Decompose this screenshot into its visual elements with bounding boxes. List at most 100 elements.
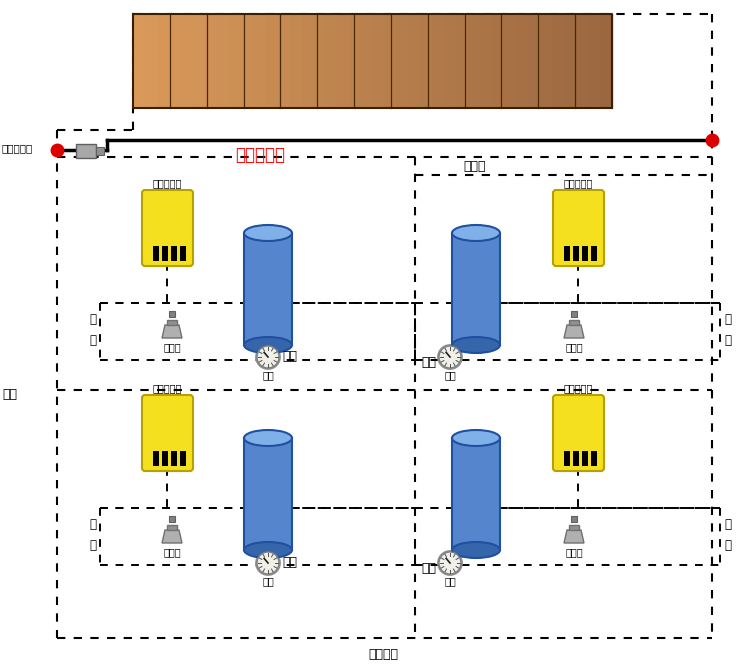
Bar bbox=[564, 246, 570, 261]
Bar bbox=[582, 246, 588, 261]
Polygon shape bbox=[205, 14, 217, 108]
Polygon shape bbox=[420, 14, 432, 108]
Polygon shape bbox=[516, 14, 528, 108]
Text: 用
户: 用 户 bbox=[89, 518, 96, 552]
Circle shape bbox=[256, 551, 280, 575]
Bar bbox=[180, 246, 186, 261]
Text: 回水泵: 回水泵 bbox=[565, 342, 583, 352]
Text: 燃気热水器: 燃気热水器 bbox=[152, 383, 182, 393]
Bar bbox=[452, 233, 500, 345]
Polygon shape bbox=[457, 14, 469, 108]
Circle shape bbox=[257, 552, 279, 574]
Bar bbox=[244, 438, 292, 550]
Polygon shape bbox=[408, 14, 420, 108]
Bar bbox=[167, 320, 177, 325]
Bar bbox=[162, 246, 168, 261]
Circle shape bbox=[256, 345, 280, 369]
Bar bbox=[171, 246, 177, 261]
Bar bbox=[573, 452, 579, 466]
Polygon shape bbox=[193, 14, 205, 108]
Polygon shape bbox=[552, 14, 564, 108]
Polygon shape bbox=[181, 14, 193, 108]
Bar bbox=[571, 311, 577, 317]
Text: 燃気热水器: 燃気热水器 bbox=[563, 178, 593, 188]
Polygon shape bbox=[217, 14, 229, 108]
Polygon shape bbox=[157, 14, 169, 108]
Text: 熱媒管: 熱媒管 bbox=[463, 160, 486, 172]
Polygon shape bbox=[229, 14, 241, 108]
Text: 回水泵: 回水泵 bbox=[163, 547, 181, 557]
Ellipse shape bbox=[244, 225, 292, 241]
Text: 水表: 水表 bbox=[444, 576, 456, 586]
FancyBboxPatch shape bbox=[142, 190, 193, 266]
Circle shape bbox=[438, 551, 462, 575]
Circle shape bbox=[257, 346, 279, 368]
Polygon shape bbox=[444, 14, 457, 108]
FancyBboxPatch shape bbox=[553, 395, 604, 471]
Text: 冷水: 冷水 bbox=[282, 351, 297, 363]
Text: 用
户: 用 户 bbox=[724, 313, 731, 347]
Text: 熱媒: 熱媒 bbox=[2, 389, 17, 401]
Polygon shape bbox=[600, 14, 612, 108]
Bar bbox=[591, 246, 597, 261]
Polygon shape bbox=[361, 14, 372, 108]
Bar bbox=[153, 452, 159, 466]
Ellipse shape bbox=[244, 337, 292, 353]
FancyBboxPatch shape bbox=[76, 144, 96, 158]
Text: 水表: 水表 bbox=[262, 370, 274, 380]
Polygon shape bbox=[337, 14, 349, 108]
FancyBboxPatch shape bbox=[142, 395, 193, 471]
Bar bbox=[452, 438, 500, 550]
Bar bbox=[169, 516, 175, 522]
Text: 熱媒回管: 熱媒回管 bbox=[368, 647, 398, 661]
Polygon shape bbox=[288, 14, 301, 108]
Polygon shape bbox=[540, 14, 552, 108]
Bar bbox=[171, 452, 177, 466]
Text: 燃気热水器: 燃気热水器 bbox=[563, 383, 593, 393]
Polygon shape bbox=[162, 530, 182, 543]
Polygon shape bbox=[241, 14, 253, 108]
Bar bbox=[571, 516, 577, 522]
Bar bbox=[96, 147, 104, 155]
Polygon shape bbox=[276, 14, 288, 108]
Polygon shape bbox=[133, 14, 145, 108]
Polygon shape bbox=[504, 14, 516, 108]
Polygon shape bbox=[588, 14, 600, 108]
Ellipse shape bbox=[452, 225, 500, 241]
Polygon shape bbox=[264, 14, 276, 108]
Text: 回水泵: 回水泵 bbox=[163, 342, 181, 352]
Polygon shape bbox=[253, 14, 264, 108]
Polygon shape bbox=[325, 14, 337, 108]
Text: 水表: 水表 bbox=[262, 576, 274, 586]
Text: 上下管溫差: 上下管溫差 bbox=[235, 146, 285, 164]
Polygon shape bbox=[564, 530, 584, 543]
Polygon shape bbox=[301, 14, 313, 108]
Text: 冷水: 冷水 bbox=[421, 355, 436, 369]
Polygon shape bbox=[492, 14, 504, 108]
Bar bbox=[582, 452, 588, 466]
Ellipse shape bbox=[244, 542, 292, 558]
Text: 燃気热水器: 燃気热水器 bbox=[152, 178, 182, 188]
Bar bbox=[569, 525, 579, 530]
Bar bbox=[180, 452, 186, 466]
FancyBboxPatch shape bbox=[553, 190, 604, 266]
Polygon shape bbox=[564, 14, 576, 108]
Text: 冷水: 冷水 bbox=[421, 562, 436, 574]
Polygon shape bbox=[481, 14, 492, 108]
Text: 用
户: 用 户 bbox=[89, 313, 96, 347]
Polygon shape bbox=[528, 14, 540, 108]
Text: 冷水: 冷水 bbox=[282, 556, 297, 570]
Ellipse shape bbox=[452, 337, 500, 353]
Polygon shape bbox=[145, 14, 157, 108]
Bar bbox=[591, 452, 597, 466]
Polygon shape bbox=[396, 14, 408, 108]
Bar bbox=[169, 311, 175, 317]
Polygon shape bbox=[313, 14, 325, 108]
Bar bbox=[153, 246, 159, 261]
Polygon shape bbox=[349, 14, 361, 108]
Bar bbox=[573, 246, 579, 261]
Circle shape bbox=[438, 345, 462, 369]
Bar bbox=[244, 233, 292, 345]
Text: 用
户: 用 户 bbox=[724, 518, 731, 552]
Polygon shape bbox=[162, 325, 182, 338]
